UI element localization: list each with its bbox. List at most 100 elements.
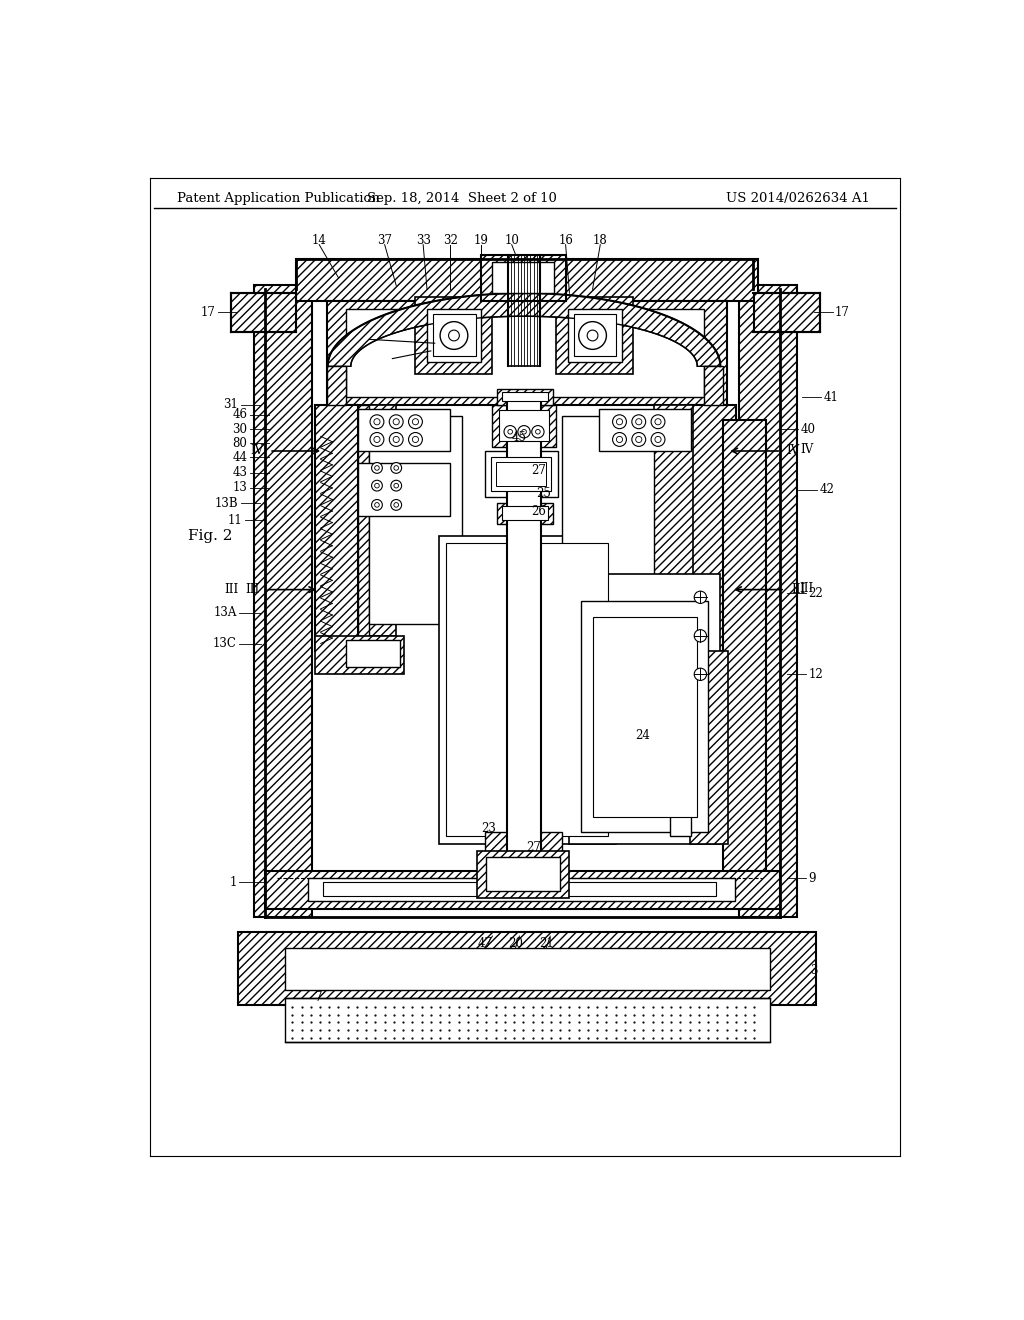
Text: 42: 42 — [819, 483, 835, 496]
Text: 16: 16 — [558, 234, 573, 247]
Circle shape — [616, 418, 623, 425]
Bar — [499, 411, 550, 441]
Text: Fig. 2: Fig. 2 — [188, 529, 232, 543]
Bar — [370, 416, 462, 624]
Bar — [477, 851, 569, 898]
Circle shape — [508, 429, 512, 434]
Bar — [705, 367, 724, 405]
Text: 80: 80 — [232, 437, 248, 450]
Bar — [239, 932, 816, 1006]
Circle shape — [391, 480, 401, 491]
Bar — [481, 255, 565, 301]
Bar — [315, 405, 357, 651]
Circle shape — [391, 499, 401, 511]
Bar — [296, 259, 758, 301]
Text: 33: 33 — [416, 234, 431, 247]
Bar — [689, 405, 736, 651]
Circle shape — [372, 480, 382, 491]
Text: 40: 40 — [801, 422, 815, 436]
Bar — [497, 503, 553, 524]
Circle shape — [374, 437, 380, 442]
Text: 47: 47 — [477, 937, 493, 950]
Bar — [265, 871, 779, 909]
Bar — [493, 405, 556, 447]
Circle shape — [391, 462, 401, 474]
Bar — [285, 948, 770, 990]
Text: 1: 1 — [229, 875, 237, 888]
Bar — [493, 263, 554, 293]
Text: 46: 46 — [232, 408, 248, 421]
Circle shape — [449, 330, 460, 341]
Bar — [755, 293, 819, 331]
Text: 11: 11 — [227, 513, 243, 527]
Bar — [427, 309, 481, 363]
Bar — [357, 405, 370, 636]
Text: 23: 23 — [481, 822, 496, 834]
Text: 14: 14 — [311, 234, 327, 247]
Bar — [581, 601, 708, 832]
Text: 43: 43 — [232, 466, 248, 479]
Bar — [346, 309, 705, 397]
Bar — [654, 405, 692, 636]
Circle shape — [370, 433, 384, 446]
Text: 10: 10 — [504, 234, 519, 247]
Text: 3: 3 — [810, 964, 817, 977]
Text: 19: 19 — [473, 234, 488, 247]
Circle shape — [694, 591, 707, 603]
Bar — [230, 293, 296, 331]
Text: IV: IV — [786, 445, 800, 458]
Bar — [446, 544, 608, 836]
Text: 12: 12 — [808, 668, 823, 681]
Bar — [574, 314, 616, 356]
Text: 27: 27 — [531, 463, 546, 477]
Circle shape — [413, 437, 419, 442]
Text: 20: 20 — [508, 937, 523, 950]
Circle shape — [636, 418, 642, 425]
Text: 17: 17 — [201, 306, 215, 319]
Circle shape — [409, 414, 422, 429]
Bar — [497, 389, 553, 405]
Circle shape — [632, 414, 646, 429]
Text: III: III — [792, 583, 806, 597]
Circle shape — [636, 437, 642, 442]
Circle shape — [655, 418, 662, 425]
Bar — [556, 297, 634, 374]
Text: 30: 30 — [232, 422, 248, 436]
Bar — [327, 367, 346, 405]
Circle shape — [370, 414, 384, 429]
Bar — [486, 857, 560, 891]
Circle shape — [389, 414, 403, 429]
Text: 37: 37 — [377, 234, 392, 247]
Text: III: III — [799, 582, 813, 594]
Text: 13A: 13A — [213, 606, 237, 619]
Circle shape — [393, 418, 399, 425]
Circle shape — [372, 499, 382, 511]
Bar — [568, 309, 622, 363]
Text: 25: 25 — [537, 487, 552, 500]
Bar — [507, 401, 541, 871]
Text: Sep. 18, 2014  Sheet 2 of 10: Sep. 18, 2014 Sheet 2 of 10 — [367, 191, 557, 205]
Circle shape — [393, 437, 399, 442]
Text: 18: 18 — [593, 234, 607, 247]
Bar — [739, 285, 797, 917]
Circle shape — [531, 425, 544, 438]
Text: 24: 24 — [635, 730, 650, 742]
Circle shape — [612, 414, 627, 429]
Circle shape — [375, 466, 379, 470]
Circle shape — [521, 429, 526, 434]
Text: 13: 13 — [232, 482, 248, 495]
Bar — [438, 536, 615, 843]
Text: 27: 27 — [526, 841, 542, 854]
Text: 44: 44 — [232, 450, 248, 463]
Circle shape — [651, 433, 665, 446]
Circle shape — [389, 433, 403, 446]
Circle shape — [372, 462, 382, 474]
Bar — [670, 659, 691, 836]
Text: 41: 41 — [823, 391, 839, 404]
Bar — [254, 285, 311, 917]
Bar — [689, 651, 728, 843]
Bar — [484, 832, 562, 855]
Bar — [724, 420, 766, 898]
Text: 32: 32 — [442, 234, 458, 247]
Circle shape — [409, 433, 422, 446]
